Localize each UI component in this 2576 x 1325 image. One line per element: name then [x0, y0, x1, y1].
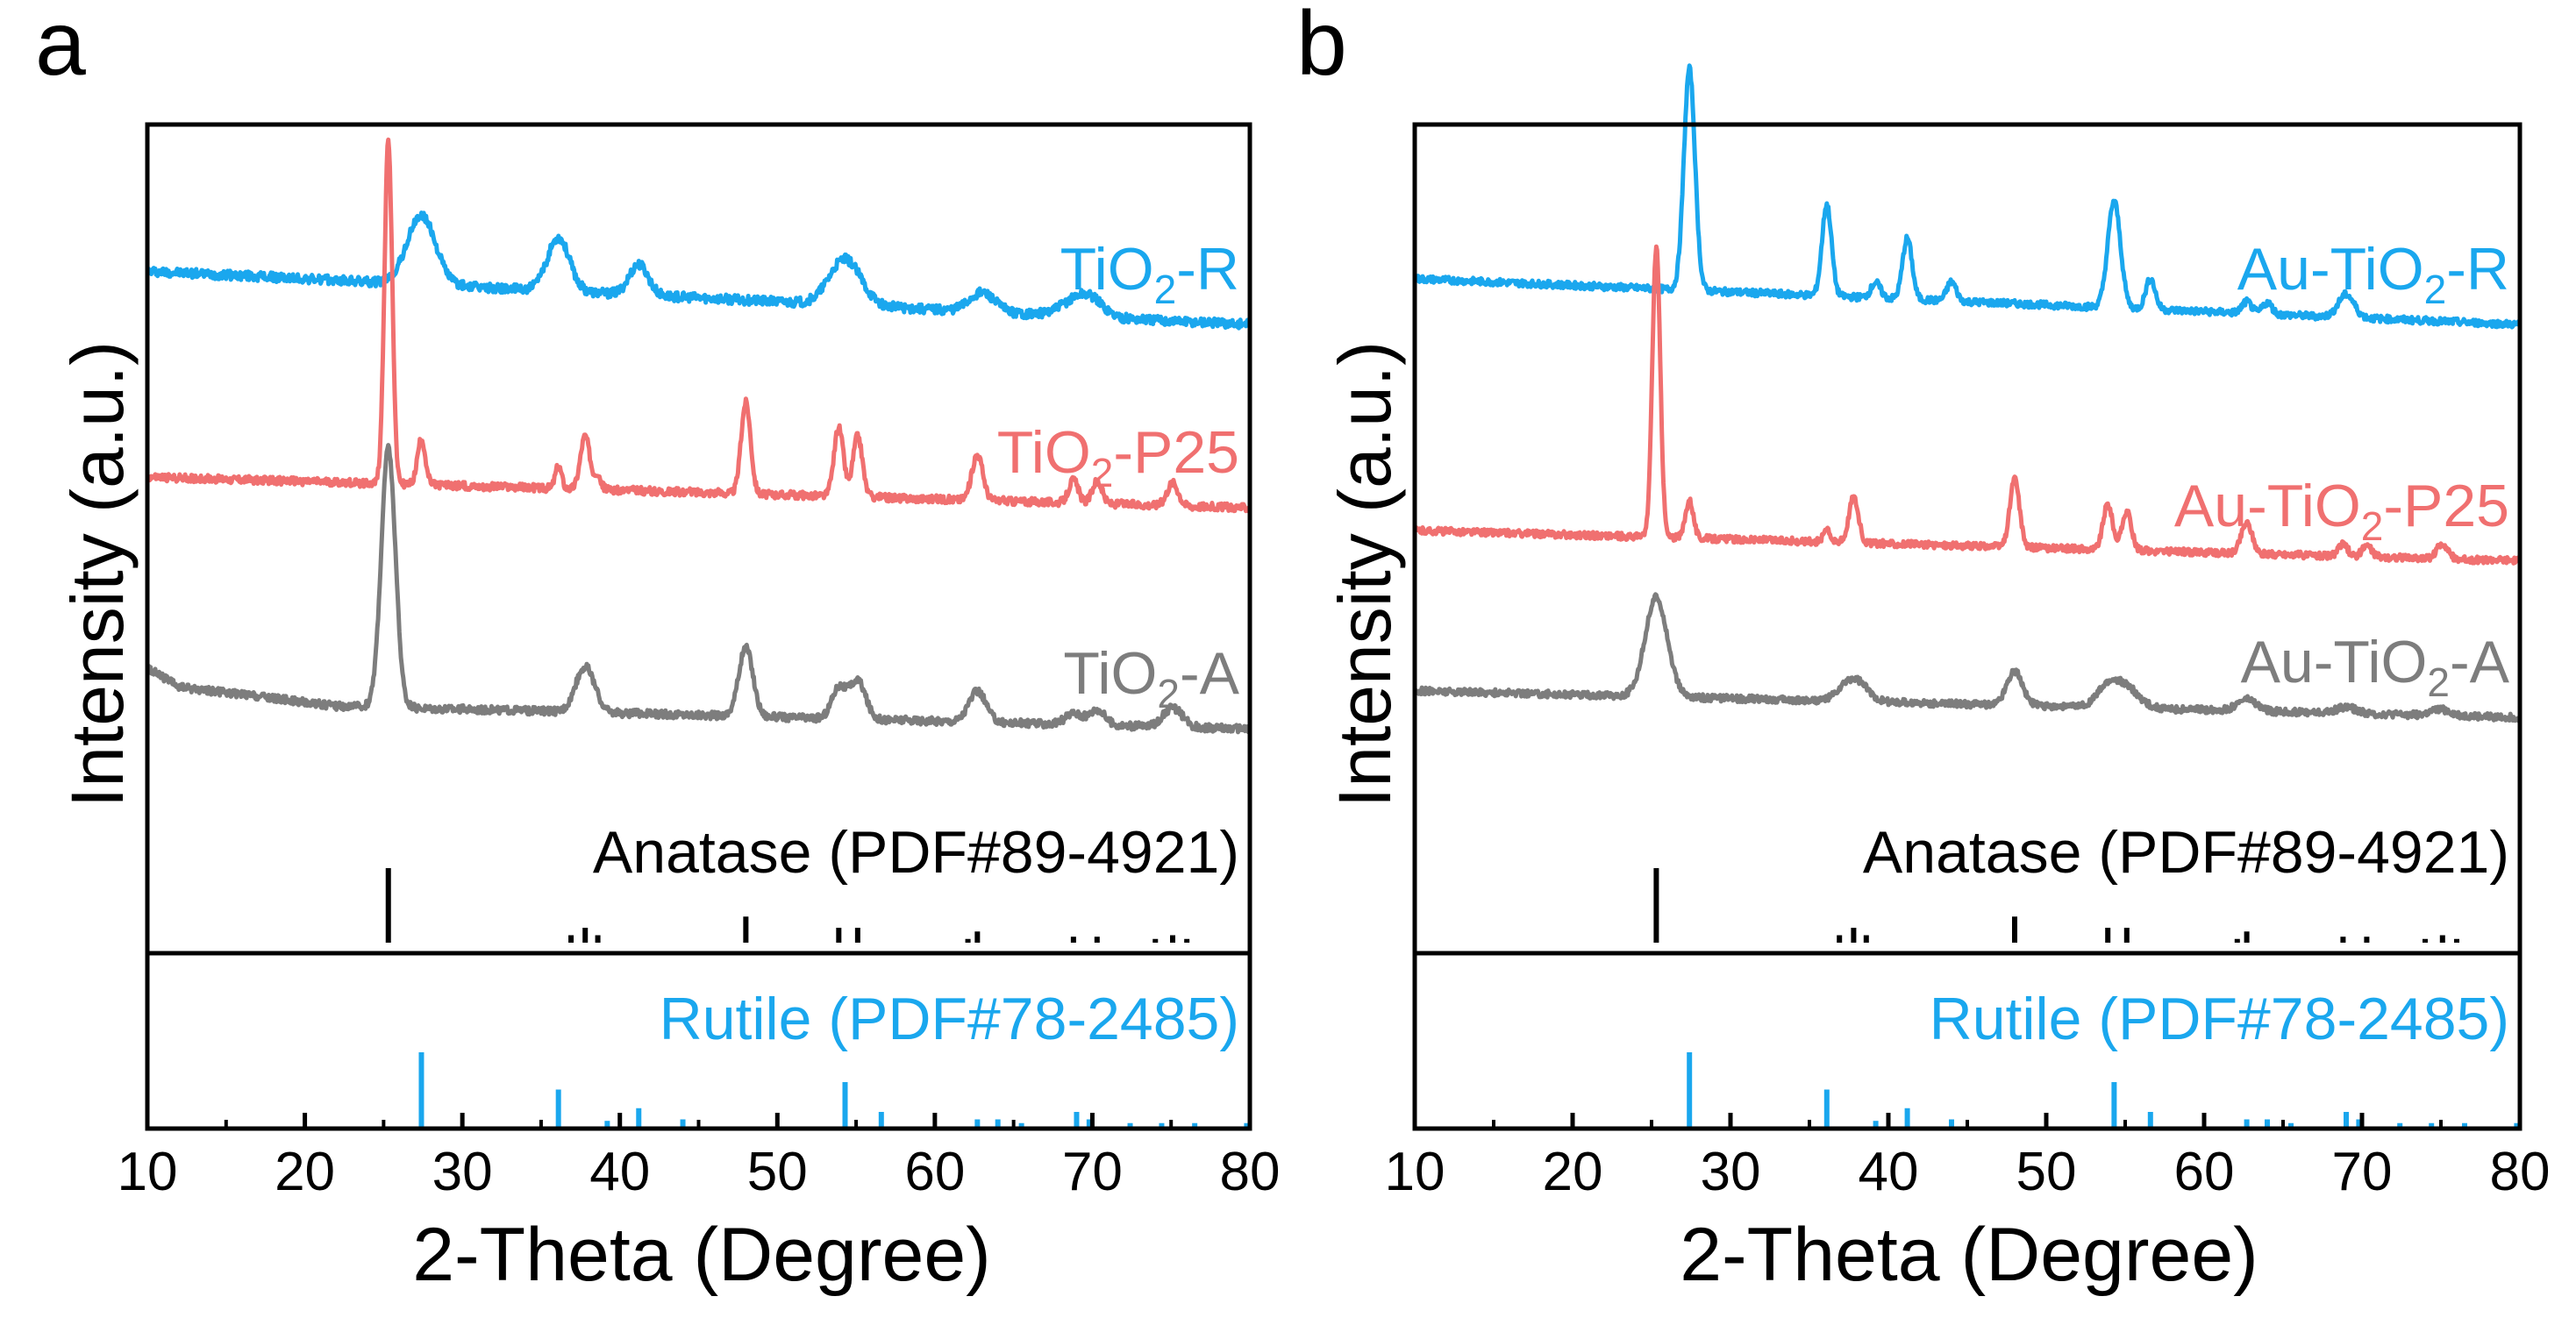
x-tick-label: 70: [1062, 1142, 1123, 1202]
panel-label: a: [35, 0, 86, 95]
series-label-main: TiO: [1063, 640, 1157, 707]
series-line-tio2-a: [145, 443, 1252, 735]
reference-label: Anatase (PDF#89-4921): [593, 819, 1239, 886]
series-label: Au-TiO2-A: [2241, 629, 2510, 705]
x-tick-label: 60: [904, 1142, 965, 1202]
y-axis-label: Intensity (a.u.): [56, 341, 139, 808]
series-label: Au-TiO2-P25: [2174, 473, 2509, 549]
series-label-main: TiO: [1060, 236, 1154, 303]
series-label-rest: -A: [2450, 629, 2510, 695]
series-line-au-tio2-r: [1412, 63, 2522, 330]
x-tick-label: 30: [432, 1142, 493, 1202]
series-label-sub: 2: [2427, 659, 2450, 705]
series-label-rest: -P25: [1113, 419, 1239, 486]
series-label-sub: 2: [2424, 267, 2447, 312]
x-tick-label: 50: [2016, 1142, 2077, 1202]
panel-b: b Intensity (a.u.) 2-Theta (Degree) Au-T…: [1296, 0, 2550, 1297]
series-line-au-tio2-p25: [1413, 244, 2522, 566]
x-axis-label: 2-Theta (Degree): [1680, 1213, 2258, 1297]
x-tick-label: 70: [2332, 1142, 2393, 1202]
series-label-main: Au-TiO: [2174, 473, 2361, 539]
series-label-sub: 2: [1157, 671, 1180, 716]
series-label-main: Au-TiO: [2237, 236, 2424, 303]
series-label: TiO2-P25: [997, 419, 1239, 495]
series-line-tio2-p25: [145, 137, 1252, 514]
x-axis-label: 2-Theta (Degree): [412, 1213, 991, 1297]
series-line-tio2-r: [145, 210, 1252, 331]
y-axis-label: Intensity (a.u.): [1324, 341, 1406, 808]
x-tick-label: 20: [1543, 1142, 1603, 1202]
panel-a: a Intensity (a.u.) 2-Theta (Degree) TiO2…: [35, 0, 1280, 1297]
x-tick-label: 40: [1859, 1142, 1919, 1202]
panel-label: b: [1296, 0, 1347, 95]
x-tick-label: 10: [1385, 1142, 1445, 1202]
series-label: TiO2-A: [1063, 640, 1239, 716]
x-tick-label: 30: [1701, 1142, 1761, 1202]
series-label-rest: -R: [2446, 236, 2509, 303]
series-label-main: Au-TiO: [2241, 629, 2428, 695]
series-label-sub: 2: [1091, 450, 1114, 495]
series-label-sub: 2: [2361, 503, 2384, 549]
reference-label: Anatase (PDF#89-4921): [1863, 819, 2509, 886]
series-line-au-tio2-a: [1412, 592, 2522, 723]
x-tick-label: 50: [747, 1142, 808, 1202]
x-tick-label: 60: [2174, 1142, 2235, 1202]
x-tick-label: 80: [1220, 1142, 1281, 1202]
reference-label: Rutile (PDF#78-2485): [1930, 986, 2509, 1052]
series-label: TiO2-R: [1060, 236, 1239, 312]
series-label-sub: 2: [1154, 267, 1177, 312]
x-tick-label: 40: [589, 1142, 650, 1202]
series-label-rest: -A: [1180, 640, 1240, 707]
x-tick-label: 20: [275, 1142, 335, 1202]
series-label-rest: -P25: [2383, 473, 2509, 539]
x-tick-label: 10: [118, 1142, 178, 1202]
series-label: Au-TiO2-R: [2237, 236, 2509, 312]
x-tick-label: 80: [2490, 1142, 2551, 1202]
series-label-main: TiO: [997, 419, 1091, 486]
reference-label: Rutile (PDF#78-2485): [660, 986, 1239, 1052]
series-label-rest: -R: [1176, 236, 1239, 303]
